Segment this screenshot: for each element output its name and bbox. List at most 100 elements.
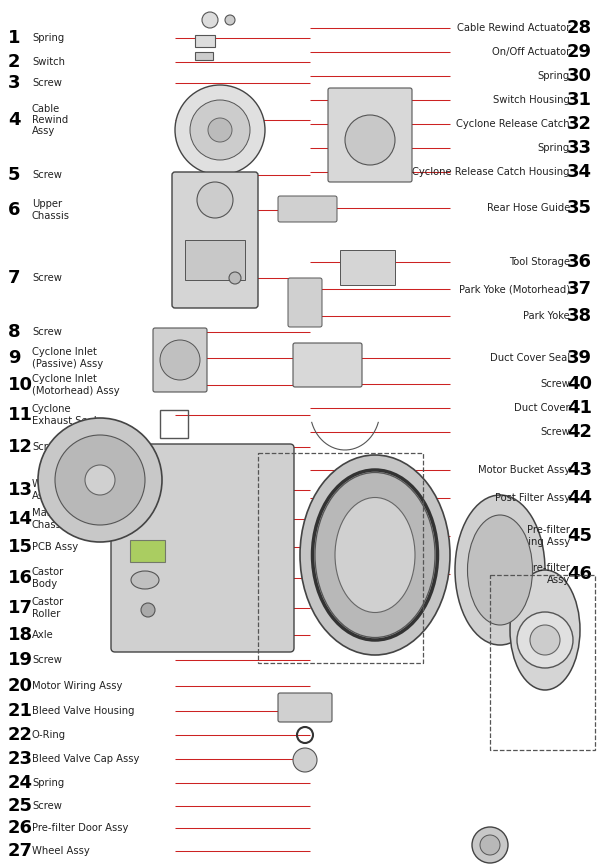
Text: 34: 34: [567, 163, 592, 181]
Ellipse shape: [300, 455, 450, 655]
Text: 2: 2: [8, 53, 20, 71]
Text: 5: 5: [8, 166, 20, 184]
Text: Post Filter Assy: Post Filter Assy: [495, 493, 570, 503]
Text: 42: 42: [567, 423, 592, 441]
FancyBboxPatch shape: [278, 196, 337, 222]
Text: Cable
Rewind
Assy: Cable Rewind Assy: [32, 104, 68, 136]
FancyBboxPatch shape: [278, 693, 332, 722]
Text: Park Yoke: Park Yoke: [523, 311, 570, 321]
Text: 46: 46: [567, 565, 592, 583]
Text: Cyclone Release Catch: Cyclone Release Catch: [457, 119, 570, 129]
Ellipse shape: [131, 571, 159, 589]
Text: 14: 14: [8, 510, 33, 528]
Bar: [195, 35, 215, 47]
Text: 1: 1: [8, 29, 20, 47]
Text: 6: 6: [8, 201, 20, 219]
Text: 30: 30: [567, 67, 592, 85]
Text: Duct Cover Seal: Duct Cover Seal: [490, 353, 570, 363]
Circle shape: [202, 12, 218, 28]
Circle shape: [480, 835, 500, 855]
Text: 4: 4: [8, 111, 20, 129]
Ellipse shape: [510, 570, 580, 690]
Text: Wheel Assy: Wheel Assy: [32, 846, 90, 856]
Text: Castor
Roller: Castor Roller: [32, 598, 64, 618]
Text: Spring: Spring: [32, 778, 64, 788]
Text: Screw: Screw: [32, 655, 62, 665]
Text: Upper
Chassis: Upper Chassis: [32, 199, 70, 221]
Text: 36: 36: [567, 253, 592, 271]
Circle shape: [530, 625, 560, 655]
Text: PCB Assy: PCB Assy: [32, 542, 78, 552]
Text: Pre-filter Door Assy: Pre-filter Door Assy: [32, 823, 128, 833]
Text: Bleed Valve Housing: Bleed Valve Housing: [32, 706, 134, 716]
Text: 43: 43: [567, 461, 592, 479]
Bar: [258, 453, 423, 663]
Text: 28: 28: [567, 19, 592, 37]
Text: 44: 44: [567, 489, 592, 507]
Text: 9: 9: [8, 349, 20, 367]
Text: Spring: Spring: [32, 33, 64, 43]
Text: Cyclone
Exhaust Seal: Cyclone Exhaust Seal: [32, 404, 97, 425]
Text: Cyclone Inlet
(Motorhead) Assy: Cyclone Inlet (Motorhead) Assy: [32, 374, 119, 396]
Text: Wheel
Assy: Wheel Assy: [32, 480, 64, 501]
Text: 31: 31: [567, 91, 592, 109]
Circle shape: [345, 115, 395, 165]
Text: Screw: Screw: [32, 273, 62, 283]
Text: Castor
Body: Castor Body: [32, 567, 64, 589]
Bar: [130, 540, 165, 562]
FancyBboxPatch shape: [172, 172, 258, 308]
Text: 22: 22: [8, 726, 33, 744]
Circle shape: [141, 603, 155, 617]
Bar: [195, 52, 213, 60]
Text: 15: 15: [8, 538, 33, 556]
FancyBboxPatch shape: [153, 328, 207, 392]
Text: 27: 27: [8, 842, 33, 860]
Text: 25: 25: [8, 797, 33, 815]
Circle shape: [208, 118, 232, 142]
Circle shape: [55, 435, 145, 525]
Text: 33: 33: [567, 139, 592, 157]
Text: 24: 24: [8, 774, 33, 792]
Text: 20: 20: [8, 677, 33, 695]
FancyBboxPatch shape: [293, 343, 362, 387]
Text: Switch: Switch: [32, 57, 65, 67]
Text: 12: 12: [8, 438, 33, 456]
Text: 8: 8: [8, 323, 20, 341]
Text: 35: 35: [567, 199, 592, 217]
Text: Spring: Spring: [538, 71, 570, 81]
Text: 10: 10: [8, 376, 33, 394]
Text: 21: 21: [8, 702, 33, 720]
Text: Cyclone Release Catch Housing: Cyclone Release Catch Housing: [413, 167, 570, 177]
Circle shape: [517, 612, 573, 668]
Text: 29: 29: [567, 43, 592, 61]
Text: Screw: Screw: [32, 801, 62, 811]
Bar: [160, 410, 188, 438]
FancyBboxPatch shape: [111, 444, 294, 652]
Text: 18: 18: [8, 626, 33, 644]
Ellipse shape: [467, 515, 533, 625]
Text: O-Ring: O-Ring: [32, 730, 66, 740]
Text: 3: 3: [8, 74, 20, 92]
Text: 13: 13: [8, 481, 33, 499]
Text: 17: 17: [8, 599, 33, 617]
Text: Switch Housing: Switch Housing: [493, 95, 570, 105]
Text: 16: 16: [8, 569, 33, 587]
Text: Tool Storage: Tool Storage: [509, 257, 570, 267]
Text: 7: 7: [8, 269, 20, 287]
Text: 32: 32: [567, 115, 592, 133]
Text: Screw: Screw: [540, 379, 570, 389]
Text: Cyclone Inlet
(Passive) Assy: Cyclone Inlet (Passive) Assy: [32, 347, 103, 369]
Circle shape: [38, 418, 162, 542]
Text: 45: 45: [567, 527, 592, 545]
Text: 38: 38: [567, 307, 592, 325]
Ellipse shape: [315, 473, 435, 637]
Bar: [340, 250, 395, 285]
Text: Screw: Screw: [540, 427, 570, 437]
Circle shape: [85, 465, 115, 495]
Text: Pre-filter
Housing Assy: Pre-filter Housing Assy: [503, 526, 570, 546]
Text: Spring: Spring: [538, 143, 570, 153]
Text: Duct Cover: Duct Cover: [514, 403, 570, 413]
Text: Cable Rewind Actuator: Cable Rewind Actuator: [457, 23, 570, 33]
Text: Screw: Screw: [32, 170, 62, 180]
Text: 26: 26: [8, 819, 33, 837]
